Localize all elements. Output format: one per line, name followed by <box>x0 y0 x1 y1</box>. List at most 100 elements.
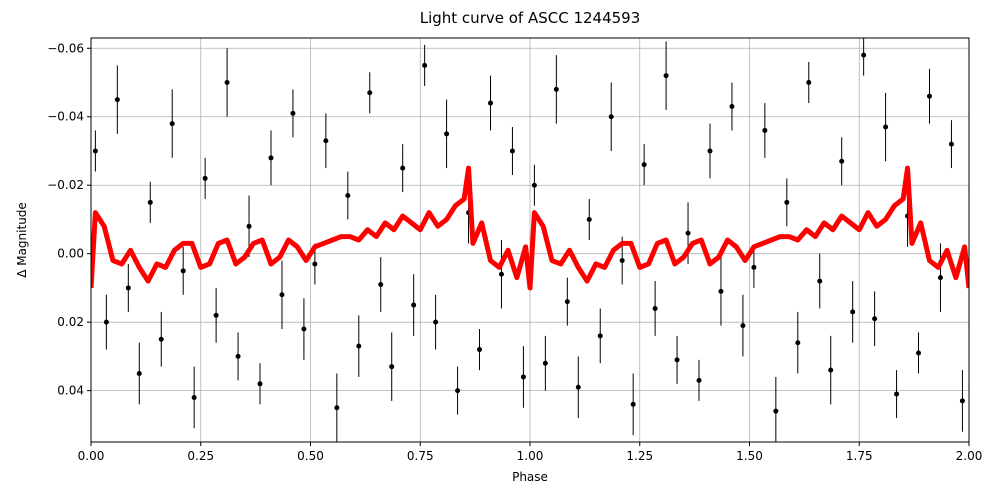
data-point <box>103 319 109 325</box>
data-point <box>389 364 395 370</box>
data-point <box>751 264 757 270</box>
data-point <box>147 199 153 205</box>
data-point <box>235 353 241 359</box>
data-point <box>268 155 274 161</box>
data-point <box>125 285 131 291</box>
data-point <box>564 299 570 305</box>
data-point <box>520 374 526 380</box>
y-tick-label: 0.00 <box>57 247 84 261</box>
data-point <box>784 199 790 205</box>
data-point <box>455 388 461 394</box>
x-tick-label: 0.25 <box>187 449 214 463</box>
data-point <box>674 357 680 363</box>
data-point <box>290 110 296 116</box>
data-point <box>312 261 318 267</box>
data-point <box>795 340 801 346</box>
y-tick-label: −0.06 <box>47 41 84 55</box>
data-point <box>158 336 164 342</box>
chart-title: Light curve of ASCC 1244593 <box>420 9 641 27</box>
data-point <box>323 138 329 144</box>
data-point <box>861 52 867 58</box>
data-point <box>542 360 548 366</box>
x-tick-label: 0.75 <box>407 449 434 463</box>
data-point <box>663 73 669 79</box>
data-point <box>477 347 483 353</box>
data-point <box>498 271 504 277</box>
x-tick-label: 0.50 <box>297 449 324 463</box>
data-point <box>422 62 428 68</box>
y-tick-label: 0.04 <box>57 384 84 398</box>
data-point <box>641 162 647 168</box>
x-tick-label: 1.00 <box>517 449 544 463</box>
data-point <box>916 350 922 356</box>
data-point <box>257 381 263 387</box>
data-point <box>509 148 515 154</box>
data-point <box>279 292 285 298</box>
data-point <box>202 175 208 181</box>
data-point <box>817 278 823 284</box>
data-point <box>948 141 954 147</box>
data-point <box>608 114 614 120</box>
data-point <box>553 86 559 92</box>
data-point <box>707 148 713 154</box>
data-point <box>806 80 812 86</box>
y-tick-label: 0.02 <box>57 315 84 329</box>
x-tick-label: 2.00 <box>956 449 983 463</box>
data-point <box>959 398 965 404</box>
y-tick-label: −0.02 <box>47 178 84 192</box>
data-point <box>114 97 120 103</box>
data-point <box>92 148 98 154</box>
y-axis-label: Δ Magnitude <box>15 202 29 278</box>
data-point <box>378 282 384 288</box>
data-point <box>487 100 493 106</box>
data-point <box>718 288 724 294</box>
data-point <box>411 302 417 308</box>
data-point <box>575 384 581 390</box>
data-point <box>433 319 439 325</box>
ticks: 0.00 0.25 0.50 0.75 1.00 1.25 1.50 1.75 2.00 −0.0… <box>47 41 982 463</box>
data-point <box>356 343 362 349</box>
plot-area <box>91 38 969 442</box>
y-tick-label: −0.04 <box>47 110 84 124</box>
x-axis-label: Phase <box>512 470 548 484</box>
data-point <box>883 124 889 130</box>
data-point <box>696 377 702 383</box>
data-point <box>301 326 307 332</box>
data-point <box>619 258 625 264</box>
data-point <box>926 93 932 99</box>
x-tick-label: 0.00 <box>78 449 105 463</box>
x-tick-label: 1.75 <box>846 449 873 463</box>
data-point <box>246 223 252 229</box>
data-point <box>850 309 856 315</box>
data-point <box>740 323 746 329</box>
data-point <box>828 367 834 373</box>
x-tick-label: 1.25 <box>626 449 653 463</box>
data-point <box>937 275 943 281</box>
data-point <box>586 216 592 222</box>
data-point <box>531 182 537 188</box>
data-point <box>136 371 142 377</box>
data-point <box>773 408 779 414</box>
data-point <box>762 127 768 133</box>
data-point <box>685 230 691 236</box>
data-point <box>180 268 186 274</box>
data-point <box>872 316 878 322</box>
data-point <box>444 131 450 137</box>
x-tick-label: 1.50 <box>736 449 763 463</box>
model-line <box>91 165 969 291</box>
data-point <box>367 90 373 96</box>
data-point <box>652 305 658 311</box>
data-point <box>169 121 175 127</box>
data-point <box>894 391 900 397</box>
data-point <box>839 158 845 164</box>
data-point <box>630 401 636 407</box>
data-point <box>400 165 406 171</box>
data-point <box>213 312 219 318</box>
data-point <box>334 405 340 411</box>
data-point <box>597 333 603 339</box>
data-point <box>345 192 351 198</box>
data-point <box>729 103 735 109</box>
data-point <box>191 394 197 400</box>
